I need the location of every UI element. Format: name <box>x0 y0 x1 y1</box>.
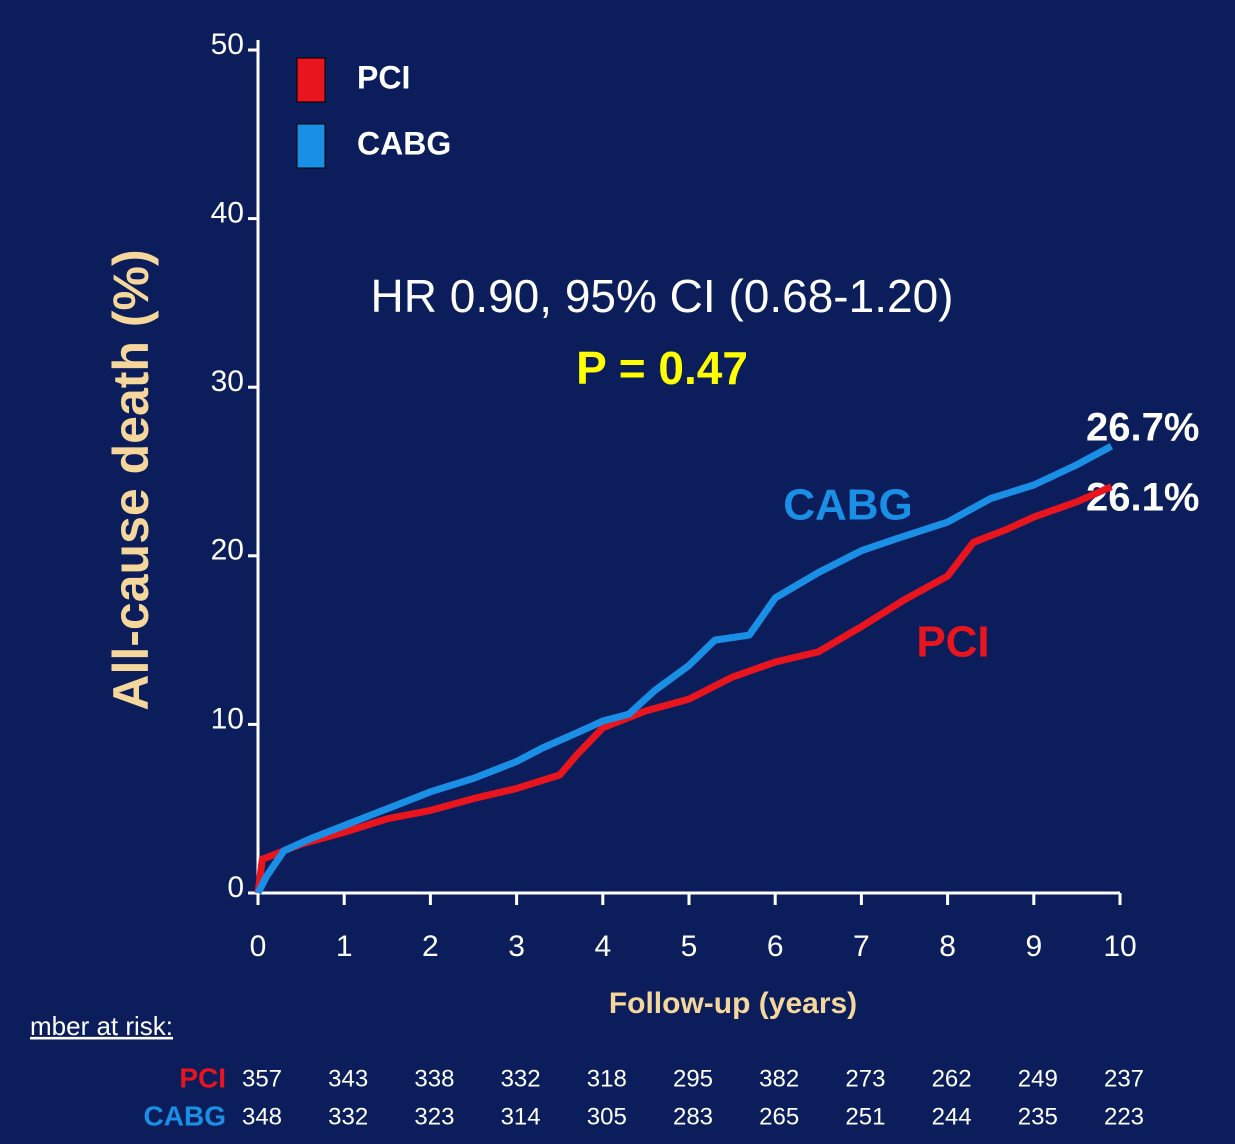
x-tick-label: 2 <box>422 930 439 963</box>
risk-count: 318 <box>587 1065 627 1092</box>
risk-count: 265 <box>759 1103 799 1130</box>
legend-label: CABG <box>357 125 451 161</box>
x-tick-label: 6 <box>767 930 784 963</box>
x-tick-label: 0 <box>250 930 267 963</box>
risk-count: 338 <box>414 1065 454 1092</box>
risk-count: 323 <box>414 1103 454 1130</box>
y-tick-label: 20 <box>211 534 244 567</box>
risk-count: 283 <box>673 1103 713 1130</box>
cabg-end-label: 26.7% <box>1086 406 1199 450</box>
km-curve <box>254 483 1113 894</box>
x-tick-label: 9 <box>1025 930 1042 963</box>
risk-count: 273 <box>845 1065 885 1092</box>
legend-label: PCI <box>357 59 410 95</box>
x-tick-label: 7 <box>853 930 870 963</box>
x-tick-label: 8 <box>939 930 956 963</box>
pci-end-label: 26.1% <box>1086 476 1199 520</box>
p-annotation: P = 0.47 <box>576 342 748 394</box>
risk-count: 382 <box>759 1065 799 1092</box>
hr-annotation: HR 0.90, 95% CI (0.68-1.20) <box>371 270 954 322</box>
risk-count: 244 <box>932 1103 972 1130</box>
x-axis-label: Follow-up (years) <box>609 987 857 1020</box>
y-tick-label: 0 <box>227 871 244 904</box>
risk-count: 343 <box>328 1065 368 1092</box>
pci-curve-label: PCI <box>916 618 989 667</box>
legend-swatch <box>296 57 326 103</box>
risk-count: 235 <box>1018 1103 1058 1130</box>
risk-row-label: PCI <box>179 1062 226 1093</box>
risk-count: 223 <box>1104 1103 1144 1130</box>
risk-count: 332 <box>328 1103 368 1130</box>
risk-count: 305 <box>587 1103 627 1130</box>
risk-count: 348 <box>242 1103 282 1130</box>
risk-count: 357 <box>242 1065 282 1092</box>
y-axis-label: All-cause death (%) <box>103 249 159 710</box>
km-curve <box>254 443 1114 895</box>
x-tick-label: 3 <box>508 930 525 963</box>
y-tick-label: 30 <box>211 365 244 398</box>
x-tick-label: 4 <box>594 930 611 963</box>
legend-swatch <box>296 123 326 169</box>
x-tick-label: 5 <box>681 930 698 963</box>
risk-count: 314 <box>501 1103 541 1130</box>
risk-count: 295 <box>673 1065 713 1092</box>
risk-count: 249 <box>1018 1065 1058 1092</box>
y-tick-label: 10 <box>211 702 244 735</box>
cabg-curve-label: CABG <box>783 481 913 530</box>
risk-count: 262 <box>932 1065 972 1092</box>
risk-row-label: CABG <box>144 1100 226 1131</box>
x-tick-label: 1 <box>336 930 353 963</box>
risk-count: 332 <box>501 1065 541 1092</box>
risk-count: 237 <box>1104 1065 1144 1092</box>
x-tick-label: 10 <box>1103 930 1136 963</box>
risk-table-title: mber at risk: <box>30 1011 173 1041</box>
y-tick-label: 40 <box>211 197 244 230</box>
y-tick-label: 50 <box>211 28 244 61</box>
risk-count: 251 <box>845 1103 885 1130</box>
